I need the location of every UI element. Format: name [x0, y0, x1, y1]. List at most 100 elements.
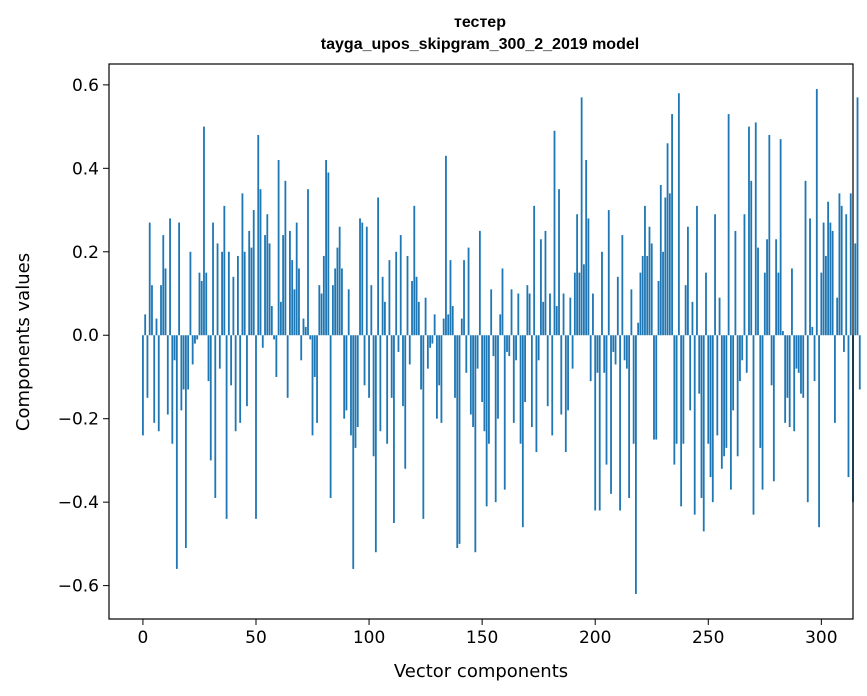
bar [741, 335, 744, 361]
bar [180, 335, 183, 411]
bar [573, 272, 576, 336]
bar [508, 335, 511, 357]
bar [533, 205, 536, 336]
y-tick-label: −0.4 [58, 493, 99, 513]
bar [350, 335, 352, 436]
chart-subtitle: tayga_upos_skipgram_300_2_2019 model [321, 36, 639, 53]
bar [365, 226, 368, 336]
bar [605, 335, 608, 465]
bar [266, 214, 269, 336]
bar [327, 172, 330, 336]
bar [503, 335, 506, 490]
bar [343, 335, 346, 419]
bar [752, 335, 755, 515]
bar [655, 335, 658, 440]
bar [467, 247, 470, 336]
bar [537, 335, 540, 361]
x-axis-label: Vector components [394, 661, 568, 682]
bar [551, 335, 554, 436]
bar [372, 335, 375, 457]
bar [451, 306, 454, 336]
x-tick-label: 50 [245, 628, 267, 648]
bar [754, 122, 757, 336]
bar [677, 93, 680, 336]
bar [460, 318, 463, 336]
bar [277, 159, 280, 336]
y-axis-label: Components values [13, 253, 34, 431]
bar [270, 306, 273, 336]
bar [718, 297, 721, 336]
bar [560, 335, 563, 415]
bar [705, 272, 707, 336]
bar [478, 230, 481, 336]
bar [702, 335, 705, 532]
bar [653, 335, 655, 440]
bar [169, 218, 171, 336]
bar [370, 285, 373, 336]
bar [691, 301, 694, 336]
bar [383, 301, 386, 336]
bar [619, 335, 621, 511]
bar [399, 235, 402, 336]
bar [827, 201, 830, 336]
bar [436, 335, 438, 419]
bar [248, 230, 251, 336]
bar [275, 335, 278, 377]
bar [818, 335, 820, 528]
bar [700, 335, 703, 498]
bar [843, 335, 845, 352]
bar [716, 335, 719, 436]
bar [408, 335, 411, 365]
bar [813, 335, 816, 382]
bar [173, 335, 176, 361]
bar [447, 314, 450, 336]
bar [847, 335, 850, 478]
bar [499, 314, 502, 336]
bar [528, 293, 531, 336]
bar [644, 205, 646, 336]
y-axis-ticks: −0.6 −0.4 −0.2 0.0 0.2 0.4 0.6 [58, 76, 109, 597]
bar [316, 335, 318, 423]
bar [779, 139, 782, 336]
bar [472, 335, 474, 428]
bar [592, 293, 594, 336]
bar [257, 134, 260, 336]
bar [433, 314, 436, 336]
bar [465, 335, 468, 373]
bar [639, 272, 642, 336]
x-tick-label: 250 [692, 628, 724, 648]
bar [497, 335, 499, 419]
bar [241, 193, 244, 336]
bar [474, 335, 477, 553]
bar [194, 335, 196, 344]
bar [806, 335, 809, 503]
bar [553, 130, 556, 336]
bar [571, 335, 574, 369]
bar [623, 335, 626, 361]
bar [517, 293, 520, 336]
bar [727, 114, 730, 336]
bar [530, 335, 533, 428]
bar [544, 230, 547, 336]
bar [420, 335, 422, 390]
bar [456, 335, 459, 549]
bar [440, 335, 443, 423]
bar [770, 335, 773, 386]
bar [338, 226, 341, 336]
bar [637, 322, 640, 336]
bar [426, 335, 429, 369]
bar [594, 335, 597, 511]
bar [506, 335, 508, 352]
bar [759, 335, 762, 448]
bar [714, 214, 716, 336]
x-tick-label: 100 [353, 628, 385, 648]
bar [766, 239, 768, 336]
bar [209, 335, 212, 461]
bar [381, 276, 384, 336]
bar [445, 155, 447, 336]
bar [546, 335, 549, 407]
bar [309, 335, 312, 340]
bar [463, 260, 465, 336]
bar [589, 335, 592, 382]
bar [438, 335, 441, 386]
